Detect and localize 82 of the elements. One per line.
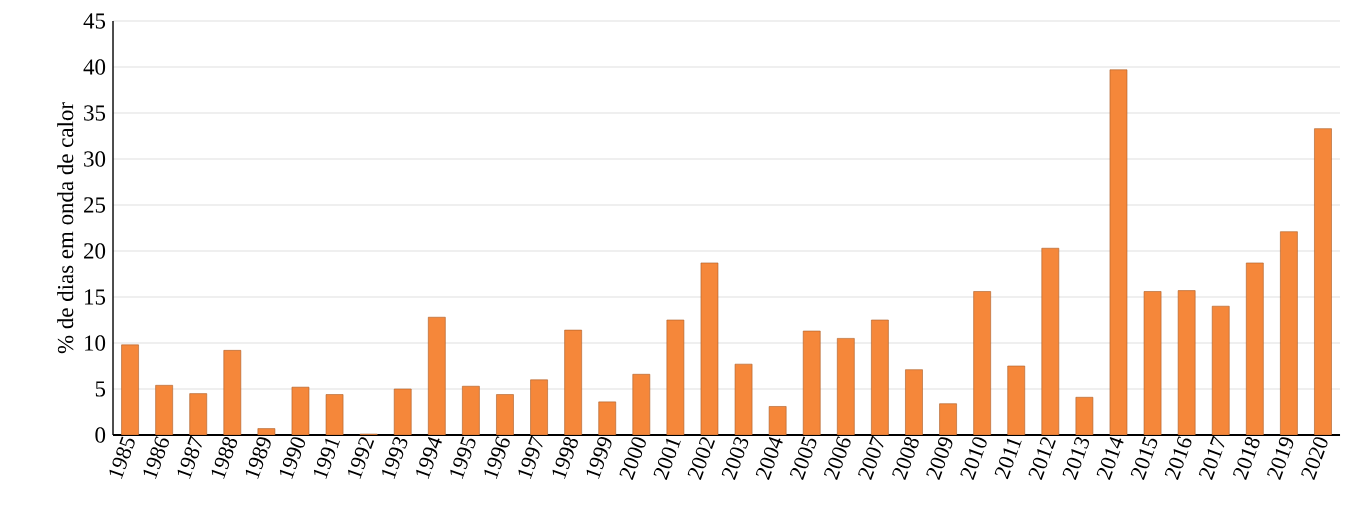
x-tick-label: 2018 <box>1233 436 1260 480</box>
y-tick-label: 5 <box>95 381 106 397</box>
bar <box>1109 69 1128 435</box>
bar <box>121 344 139 435</box>
x-tick-label: 1994 <box>416 436 442 480</box>
x-tick-label: 2020 <box>1301 437 1328 480</box>
x-tick-label: 1989 <box>245 437 271 480</box>
x-tick-label: 2016 <box>1164 436 1192 480</box>
bar <box>598 401 617 435</box>
bar <box>155 385 173 435</box>
bar <box>734 363 753 435</box>
bar <box>973 291 991 435</box>
x-tick-label: 2007 <box>858 435 884 480</box>
x-tick-label: 1991 <box>313 438 340 480</box>
x-tick-label: 1987 <box>177 435 202 480</box>
x-tick-label: 2010 <box>960 437 987 480</box>
y-tick-label: 0 <box>95 427 106 443</box>
bar <box>768 406 787 435</box>
y-tick-label: 10 <box>85 335 106 351</box>
x-tick-label: 1985 <box>109 436 135 480</box>
bar <box>1314 128 1332 435</box>
bar <box>189 393 208 435</box>
x-tick-label: 2012 <box>1028 437 1056 480</box>
x-tick-label: 2000 <box>619 437 646 480</box>
bar <box>939 403 957 435</box>
x-tick-label: 1997 <box>518 435 543 480</box>
bar <box>393 388 412 435</box>
bar <box>1143 291 1162 435</box>
bar <box>530 379 548 435</box>
bar <box>325 394 344 435</box>
bar <box>871 319 889 435</box>
x-tick-label: 2006 <box>824 436 851 480</box>
x-tick-label: 1996 <box>484 436 510 480</box>
bar <box>1041 247 1060 435</box>
y-tick-label: 20 <box>84 243 106 259</box>
bar <box>905 369 923 435</box>
bar <box>836 338 855 435</box>
bar <box>223 350 242 435</box>
bar <box>1280 231 1298 435</box>
y-axis-title: % de dias em onda de calor <box>57 102 74 354</box>
x-tick-label: 1988 <box>211 436 238 480</box>
bar <box>632 373 651 435</box>
x-tick-label: 2004 <box>755 436 783 480</box>
y-tick-label: 15 <box>85 289 106 305</box>
x-tick-label: 2017 <box>1198 435 1225 480</box>
bar <box>462 385 480 435</box>
bar <box>257 428 276 435</box>
x-tick-label: 2005 <box>789 436 817 480</box>
x-tick-label: 2003 <box>721 437 749 480</box>
x-tick-label: 1986 <box>143 436 169 480</box>
bar <box>1007 365 1026 435</box>
x-tick-label: 2019 <box>1267 437 1294 480</box>
y-tick-label: 40 <box>83 59 106 75</box>
bar <box>427 316 446 435</box>
bar <box>802 330 821 435</box>
x-tick-label: 2001 <box>653 438 681 480</box>
x-tick-label: 2013 <box>1062 437 1089 480</box>
bar <box>291 386 310 435</box>
x-tick-label: 1993 <box>382 437 408 480</box>
y-tick-label: 25 <box>84 197 106 213</box>
x-tick-label: 2014 <box>1096 436 1124 480</box>
x-tick-label: 2011 <box>994 438 1022 480</box>
x-tick-label: 1990 <box>279 437 306 480</box>
x-tick-label: 2015 <box>1130 436 1158 480</box>
x-tick-label: 2002 <box>687 437 715 480</box>
bar <box>564 329 582 435</box>
bar <box>1177 290 1196 435</box>
x-tick-label: 1998 <box>552 436 578 480</box>
bar <box>1211 305 1230 435</box>
bar <box>666 319 685 435</box>
bar <box>1075 396 1094 435</box>
y-tick-label: 30 <box>84 151 106 167</box>
y-tick-label: 35 <box>84 105 106 121</box>
bar <box>700 262 719 435</box>
bar <box>1245 262 1264 435</box>
x-tick-label: 2009 <box>926 437 953 480</box>
bar <box>496 394 514 435</box>
x-tick-label: 1995 <box>450 436 476 480</box>
x-tick-label: 1999 <box>586 437 612 480</box>
x-tick-label: 2008 <box>892 436 919 480</box>
x-tick-label: 1992 <box>348 437 375 480</box>
y-tick-label: 45 <box>83 13 106 29</box>
